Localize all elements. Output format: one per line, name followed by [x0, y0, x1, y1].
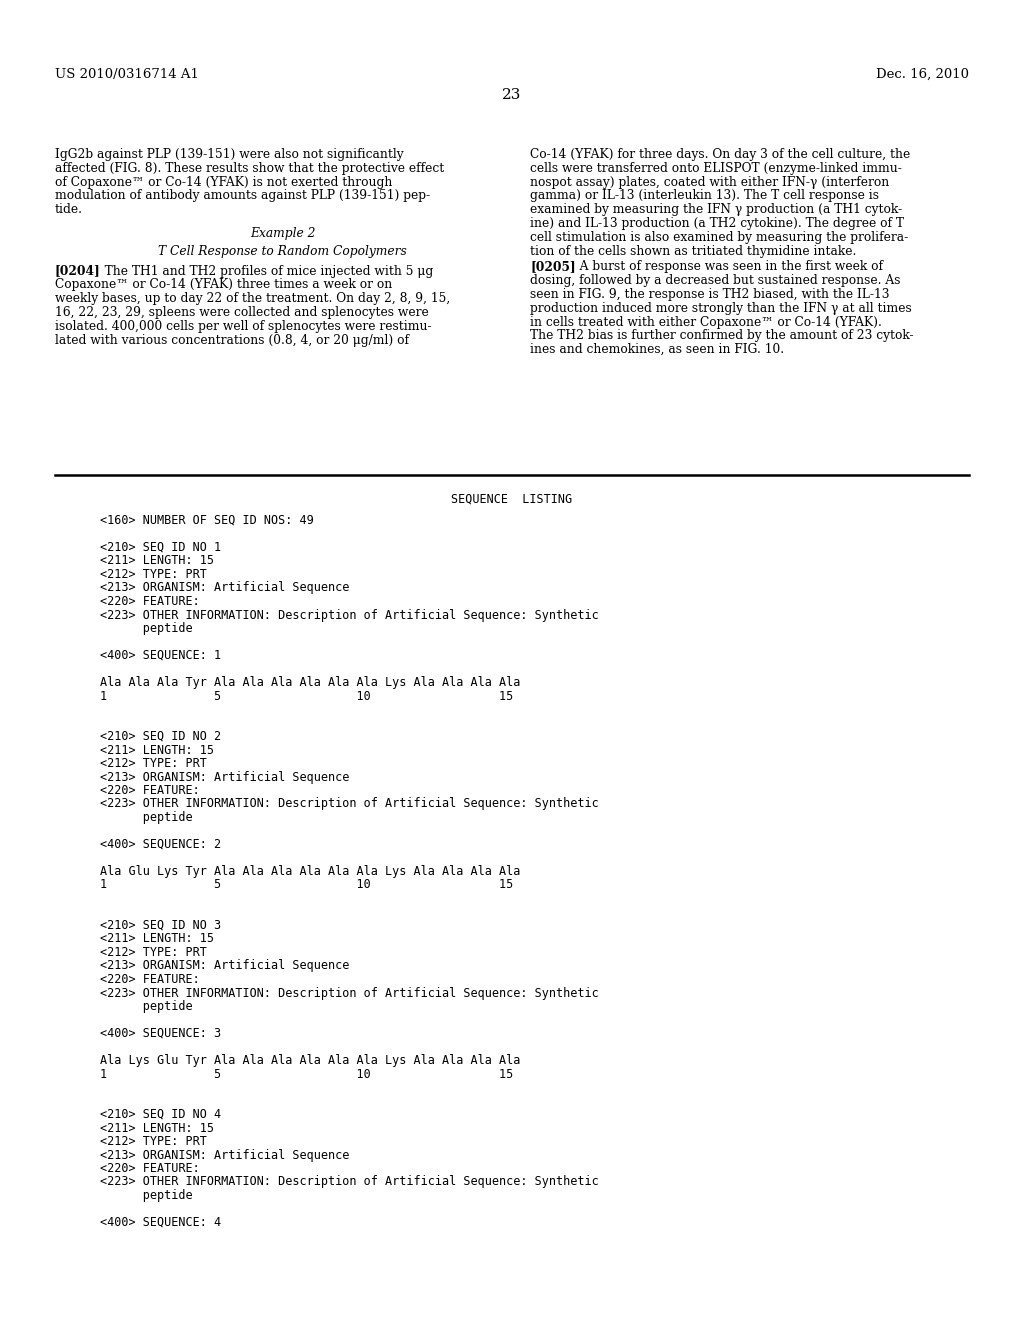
- Text: The TH1 and TH2 profiles of mice injected with 5 μg: The TH1 and TH2 profiles of mice injecte…: [93, 264, 433, 277]
- Text: <220> FEATURE:: <220> FEATURE:: [100, 784, 200, 797]
- Text: <220> FEATURE:: <220> FEATURE:: [100, 973, 200, 986]
- Text: <211> LENGTH: 15: <211> LENGTH: 15: [100, 932, 214, 945]
- Text: <220> FEATURE:: <220> FEATURE:: [100, 595, 200, 609]
- Text: peptide: peptide: [100, 1189, 193, 1203]
- Text: Ala Ala Ala Tyr Ala Ala Ala Ala Ala Ala Lys Ala Ala Ala Ala: Ala Ala Ala Tyr Ala Ala Ala Ala Ala Ala …: [100, 676, 520, 689]
- Text: <220> FEATURE:: <220> FEATURE:: [100, 1162, 200, 1175]
- Text: <211> LENGTH: 15: <211> LENGTH: 15: [100, 743, 214, 756]
- Text: IgG2b against PLP (139-151) were also not significantly: IgG2b against PLP (139-151) were also no…: [55, 148, 403, 161]
- Text: <212> TYPE: PRT: <212> TYPE: PRT: [100, 946, 207, 960]
- Text: peptide: peptide: [100, 622, 193, 635]
- Text: <400> SEQUENCE: 1: <400> SEQUENCE: 1: [100, 649, 221, 663]
- Text: in cells treated with either Copaxone™ or Co-14 (YFAK).: in cells treated with either Copaxone™ o…: [530, 315, 882, 329]
- Text: Co-14 (YFAK) for three days. On day 3 of the cell culture, the: Co-14 (YFAK) for three days. On day 3 of…: [530, 148, 910, 161]
- Text: nospot assay) plates, coated with either IFN-γ (interferon: nospot assay) plates, coated with either…: [530, 176, 889, 189]
- Text: A burst of response was seen in the first week of: A burst of response was seen in the firs…: [568, 260, 883, 273]
- Text: 1               5                   10                  15: 1 5 10 15: [100, 689, 513, 702]
- Text: <160> NUMBER OF SEQ ID NOS: 49: <160> NUMBER OF SEQ ID NOS: 49: [100, 513, 313, 527]
- Text: The TH2 bias is further confirmed by the amount of 23 cytok-: The TH2 bias is further confirmed by the…: [530, 330, 913, 342]
- Text: Copaxone™ or Co-14 (YFAK) three times a week or on: Copaxone™ or Co-14 (YFAK) three times a …: [55, 279, 392, 292]
- Text: <223> OTHER INFORMATION: Description of Artificial Sequence: Synthetic: <223> OTHER INFORMATION: Description of …: [100, 986, 599, 999]
- Text: <210> SEQ ID NO 1: <210> SEQ ID NO 1: [100, 541, 221, 554]
- Text: [0204]: [0204]: [55, 264, 100, 277]
- Text: ines and chemokines, as seen in FIG. 10.: ines and chemokines, as seen in FIG. 10.: [530, 343, 784, 356]
- Text: T Cell Response to Random Copolymers: T Cell Response to Random Copolymers: [158, 244, 407, 257]
- Text: <223> OTHER INFORMATION: Description of Artificial Sequence: Synthetic: <223> OTHER INFORMATION: Description of …: [100, 609, 599, 622]
- Text: Ala Lys Glu Tyr Ala Ala Ala Ala Ala Ala Lys Ala Ala Ala Ala: Ala Lys Glu Tyr Ala Ala Ala Ala Ala Ala …: [100, 1053, 520, 1067]
- Text: [0205]: [0205]: [530, 260, 575, 273]
- Text: <211> LENGTH: 15: <211> LENGTH: 15: [100, 554, 214, 568]
- Text: seen in FIG. 9, the response is TH2 biased, with the IL-13: seen in FIG. 9, the response is TH2 bias…: [530, 288, 890, 301]
- Text: <400> SEQUENCE: 3: <400> SEQUENCE: 3: [100, 1027, 221, 1040]
- Text: Ala Glu Lys Tyr Ala Ala Ala Ala Ala Ala Lys Ala Ala Ala Ala: Ala Glu Lys Tyr Ala Ala Ala Ala Ala Ala …: [100, 865, 520, 878]
- Text: 1               5                   10                  15: 1 5 10 15: [100, 879, 513, 891]
- Text: <210> SEQ ID NO 3: <210> SEQ ID NO 3: [100, 919, 221, 932]
- Text: <212> TYPE: PRT: <212> TYPE: PRT: [100, 568, 207, 581]
- Text: cell stimulation is also examined by measuring the prolifera-: cell stimulation is also examined by mea…: [530, 231, 908, 244]
- Text: Dec. 16, 2010: Dec. 16, 2010: [876, 69, 969, 81]
- Text: examined by measuring the IFN γ production (a TH1 cytok-: examined by measuring the IFN γ producti…: [530, 203, 902, 216]
- Text: 16, 22, 23, 29, spleens were collected and splenocytes were: 16, 22, 23, 29, spleens were collected a…: [55, 306, 429, 319]
- Text: weekly bases, up to day 22 of the treatment. On day 2, 8, 9, 15,: weekly bases, up to day 22 of the treatm…: [55, 292, 451, 305]
- Text: lated with various concentrations (0.8, 4, or 20 μg/ml) of: lated with various concentrations (0.8, …: [55, 334, 409, 347]
- Text: tide.: tide.: [55, 203, 83, 216]
- Text: dosing, followed by a decreased but sustained response. As: dosing, followed by a decreased but sust…: [530, 275, 900, 288]
- Text: <223> OTHER INFORMATION: Description of Artificial Sequence: Synthetic: <223> OTHER INFORMATION: Description of …: [100, 797, 599, 810]
- Text: <213> ORGANISM: Artificial Sequence: <213> ORGANISM: Artificial Sequence: [100, 771, 349, 784]
- Text: Example 2: Example 2: [250, 227, 315, 240]
- Text: <212> TYPE: PRT: <212> TYPE: PRT: [100, 756, 207, 770]
- Text: <213> ORGANISM: Artificial Sequence: <213> ORGANISM: Artificial Sequence: [100, 582, 349, 594]
- Text: peptide: peptide: [100, 810, 193, 824]
- Text: 1               5                   10                  15: 1 5 10 15: [100, 1068, 513, 1081]
- Text: affected (FIG. 8). These results show that the protective effect: affected (FIG. 8). These results show th…: [55, 162, 444, 174]
- Text: SEQUENCE  LISTING: SEQUENCE LISTING: [452, 492, 572, 506]
- Text: of Copaxone™ or Co-14 (YFAK) is not exerted through: of Copaxone™ or Co-14 (YFAK) is not exer…: [55, 176, 392, 189]
- Text: isolated. 400,000 cells per well of splenocytes were restimu-: isolated. 400,000 cells per well of sple…: [55, 319, 432, 333]
- Text: cells were transferred onto ELISPOT (enzyme-linked immu-: cells were transferred onto ELISPOT (enz…: [530, 162, 902, 174]
- Text: gamma) or IL-13 (interleukin 13). The T cell response is: gamma) or IL-13 (interleukin 13). The T …: [530, 189, 879, 202]
- Text: <213> ORGANISM: Artificial Sequence: <213> ORGANISM: Artificial Sequence: [100, 960, 349, 973]
- Text: <400> SEQUENCE: 2: <400> SEQUENCE: 2: [100, 838, 221, 851]
- Text: <212> TYPE: PRT: <212> TYPE: PRT: [100, 1135, 207, 1148]
- Text: <211> LENGTH: 15: <211> LENGTH: 15: [100, 1122, 214, 1134]
- Text: ine) and IL-13 production (a TH2 cytokine). The degree of T: ine) and IL-13 production (a TH2 cytokin…: [530, 216, 904, 230]
- Text: production induced more strongly than the IFN γ at all times: production induced more strongly than th…: [530, 302, 911, 314]
- Text: <400> SEQUENCE: 4: <400> SEQUENCE: 4: [100, 1216, 221, 1229]
- Text: 23: 23: [503, 88, 521, 102]
- Text: US 2010/0316714 A1: US 2010/0316714 A1: [55, 69, 199, 81]
- Text: peptide: peptide: [100, 1001, 193, 1012]
- Text: tion of the cells shown as tritiated thymidine intake.: tion of the cells shown as tritiated thy…: [530, 244, 856, 257]
- Text: <213> ORGANISM: Artificial Sequence: <213> ORGANISM: Artificial Sequence: [100, 1148, 349, 1162]
- Text: <210> SEQ ID NO 2: <210> SEQ ID NO 2: [100, 730, 221, 743]
- Text: modulation of antibody amounts against PLP (139-151) pep-: modulation of antibody amounts against P…: [55, 189, 430, 202]
- Text: <223> OTHER INFORMATION: Description of Artificial Sequence: Synthetic: <223> OTHER INFORMATION: Description of …: [100, 1176, 599, 1188]
- Text: <210> SEQ ID NO 4: <210> SEQ ID NO 4: [100, 1107, 221, 1121]
